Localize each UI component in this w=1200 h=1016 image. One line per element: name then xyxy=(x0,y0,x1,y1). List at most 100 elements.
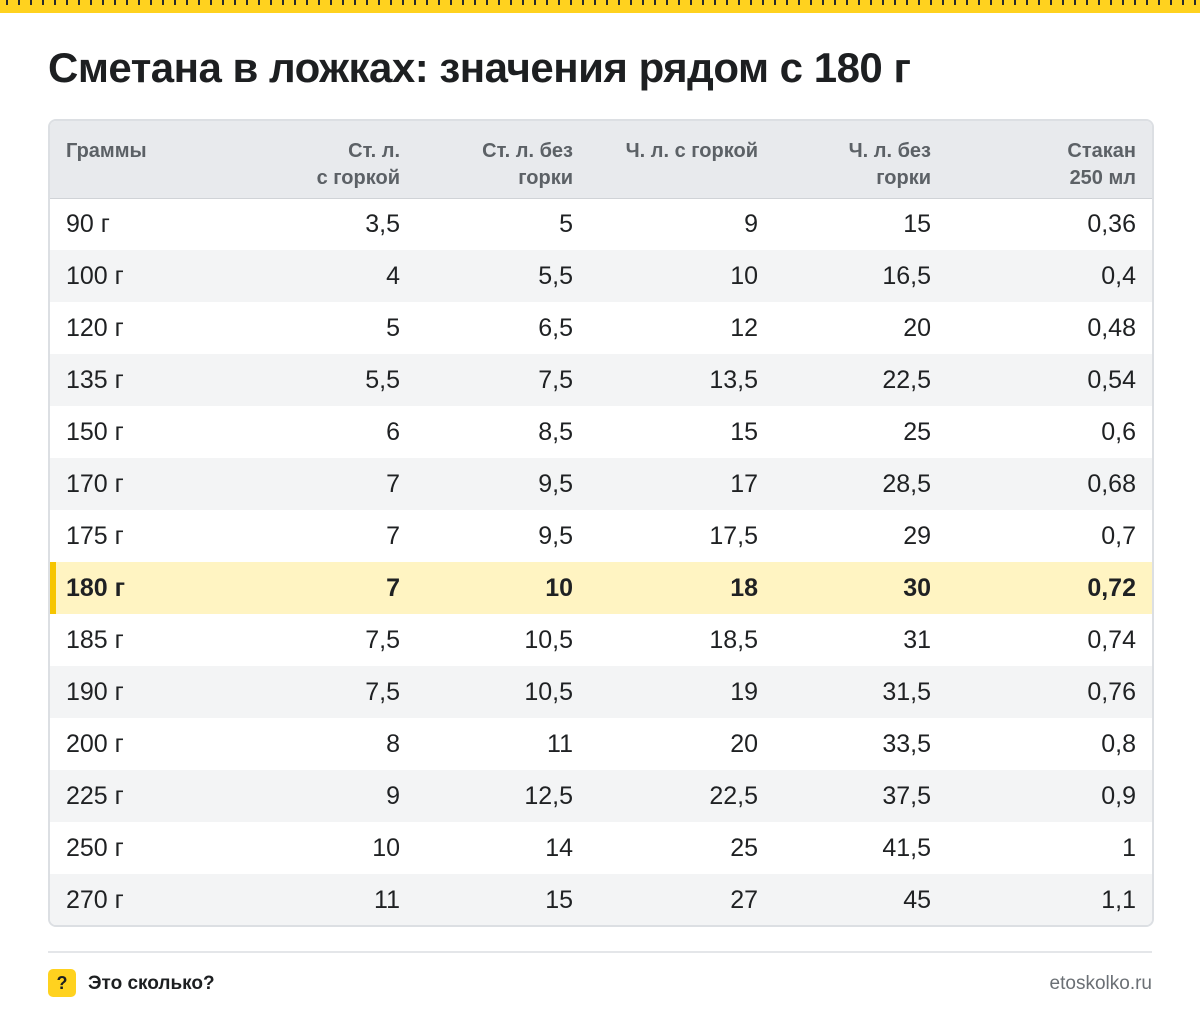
cell-tbsp-heaped: 7 xyxy=(386,573,400,602)
table-row: 185 г 7,5 10,5 18,5 31 0,74 xyxy=(50,614,1152,666)
header-tsp-heaped: Ч. л. с горкой xyxy=(589,121,774,199)
header-tbsp-level-line2: горки xyxy=(518,167,573,189)
cell-tsp-level: 25 xyxy=(903,417,931,446)
cell-glass: 0,74 xyxy=(1087,625,1136,654)
brand-name: Это сколько? xyxy=(88,973,215,994)
cell-tbsp-heaped: 7,5 xyxy=(365,677,400,706)
cell-tsp-heaped: 25 xyxy=(730,833,758,862)
cell-grams: 150 г xyxy=(66,417,124,446)
cell-tbsp-level: 10 xyxy=(545,573,573,602)
header-grams-line1: Граммы xyxy=(66,140,147,162)
table-row: 250 г 10 14 25 41,5 1 xyxy=(50,822,1152,874)
table-row: 150 г 6 8,5 15 25 0,6 xyxy=(50,406,1152,458)
cell-tsp-heaped: 9 xyxy=(744,209,758,238)
cell-grams: 225 г xyxy=(66,781,124,810)
cell-tbsp-level: 9,5 xyxy=(538,469,573,498)
cell-tsp-heaped: 13,5 xyxy=(709,365,758,394)
cell-tbsp-level: 14 xyxy=(545,833,573,862)
cell-glass: 0,7 xyxy=(1101,521,1136,550)
cell-tsp-level: 29 xyxy=(903,521,931,550)
cell-tbsp-heaped: 10 xyxy=(372,833,400,862)
header-tbsp-level-line1: Ст. л. без xyxy=(482,140,573,162)
cell-tbsp-level: 11 xyxy=(547,729,573,758)
header-tsp-level-line2: горки xyxy=(876,167,931,189)
header-grams: Граммы xyxy=(50,121,250,199)
header-tsp-heaped-line1: Ч. л. с горкой xyxy=(625,140,758,162)
footer-divider xyxy=(48,951,1152,953)
cell-tsp-level: 33,5 xyxy=(882,729,931,758)
cell-tsp-heaped: 18,5 xyxy=(709,625,758,654)
cell-grams: 90 г xyxy=(66,209,110,238)
ruler-decoration xyxy=(0,0,1200,13)
cell-grams: 135 г xyxy=(66,365,124,394)
cell-tbsp-heaped: 6 xyxy=(386,417,400,446)
cell-glass: 1,1 xyxy=(1101,885,1136,914)
header-tsp-level: Ч. л. без горки xyxy=(774,121,947,199)
table-row: 175 г 7 9,5 17,5 29 0,7 xyxy=(50,510,1152,562)
cell-tsp-level: 31,5 xyxy=(882,677,931,706)
cell-tbsp-heaped: 8 xyxy=(386,729,400,758)
header-tbsp-level: Ст. л. без горки xyxy=(416,121,589,199)
table-row: 225 г 9 12,5 22,5 37,5 0,9 xyxy=(50,770,1152,822)
table-row: 90 г 3,5 5 9 15 0,36 xyxy=(50,198,1152,250)
cell-tbsp-heaped: 7,5 xyxy=(365,625,400,654)
cell-tsp-heaped: 15 xyxy=(730,417,758,446)
cell-tbsp-heaped: 7 xyxy=(386,521,400,550)
cell-glass: 0,8 xyxy=(1101,729,1136,758)
cell-grams: 120 г xyxy=(66,313,124,342)
cell-tbsp-heaped: 9 xyxy=(386,781,400,810)
cell-tsp-heaped: 10 xyxy=(730,261,758,290)
cell-glass: 0,54 xyxy=(1087,365,1136,394)
cell-tsp-heaped: 20 xyxy=(730,729,758,758)
cell-tbsp-heaped: 7 xyxy=(386,469,400,498)
header-glass-line2: 250 мл xyxy=(1069,167,1136,189)
cell-tbsp-level: 15 xyxy=(545,885,573,914)
cell-tsp-heaped: 17 xyxy=(730,469,758,498)
cell-glass: 0,72 xyxy=(1087,573,1136,602)
conversion-table: Граммы Ст. л. с горкой Ст. л. без горки … xyxy=(50,121,1152,925)
table-row: 120 г 5 6,5 12 20 0,48 xyxy=(50,302,1152,354)
cell-grams: 175 г xyxy=(66,521,124,550)
site-url: etoskolko.ru xyxy=(1049,973,1152,994)
cell-tbsp-heaped: 3,5 xyxy=(365,209,400,238)
cell-glass: 0,68 xyxy=(1087,469,1136,498)
cell-grams: 180 г xyxy=(50,562,250,614)
conversion-table-card: Граммы Ст. л. с горкой Ст. л. без горки … xyxy=(48,119,1154,927)
table-row: 180 г 7 10 18 30 0,72 xyxy=(50,562,1152,614)
cell-tbsp-level: 5 xyxy=(559,209,573,238)
cell-grams: 185 г xyxy=(66,625,124,654)
cell-tsp-heaped: 18 xyxy=(730,573,758,602)
cell-grams: 170 г xyxy=(66,469,124,498)
cell-grams: 270 г xyxy=(66,885,124,914)
cell-tsp-level: 15 xyxy=(903,209,931,238)
cell-tbsp-heaped: 5 xyxy=(386,313,400,342)
header-tbsp-heaped: Ст. л. с горкой xyxy=(250,121,416,199)
cell-grams: 250 г xyxy=(66,833,124,862)
header-tbsp-heaped-line2: с горкой xyxy=(316,167,400,189)
table-row: 135 г 5,5 7,5 13,5 22,5 0,54 xyxy=(50,354,1152,406)
cell-tbsp-heaped: 4 xyxy=(386,261,400,290)
cell-tsp-level: 16,5 xyxy=(882,261,931,290)
cell-tsp-heaped: 12 xyxy=(730,313,758,342)
question-mark-icon: ? xyxy=(48,969,76,997)
cell-tsp-level: 45 xyxy=(903,885,931,914)
cell-glass: 0,76 xyxy=(1087,677,1136,706)
page-title: Сметана в ложках: значения рядом с 180 г xyxy=(48,44,911,91)
cell-tbsp-heaped: 5,5 xyxy=(365,365,400,394)
cell-glass: 0,48 xyxy=(1087,313,1136,342)
cell-tsp-heaped: 17,5 xyxy=(709,521,758,550)
cell-glass: 1 xyxy=(1122,833,1136,862)
table-row: 100 г 4 5,5 10 16,5 0,4 xyxy=(50,250,1152,302)
cell-tbsp-level: 6,5 xyxy=(538,313,573,342)
table-row: 270 г 11 15 27 45 1,1 xyxy=(50,874,1152,925)
table-row: 200 г 8 11 20 33,5 0,8 xyxy=(50,718,1152,770)
cell-tsp-level: 28,5 xyxy=(882,469,931,498)
header-tbsp-heaped-line1: Ст. л. xyxy=(348,140,400,162)
cell-grams: 100 г xyxy=(66,261,124,290)
cell-tsp-level: 37,5 xyxy=(882,781,931,810)
cell-tsp-level: 30 xyxy=(903,573,931,602)
cell-tbsp-level: 7,5 xyxy=(538,365,573,394)
cell-grams: 190 г xyxy=(66,677,124,706)
cell-tbsp-heaped: 11 xyxy=(374,885,400,914)
